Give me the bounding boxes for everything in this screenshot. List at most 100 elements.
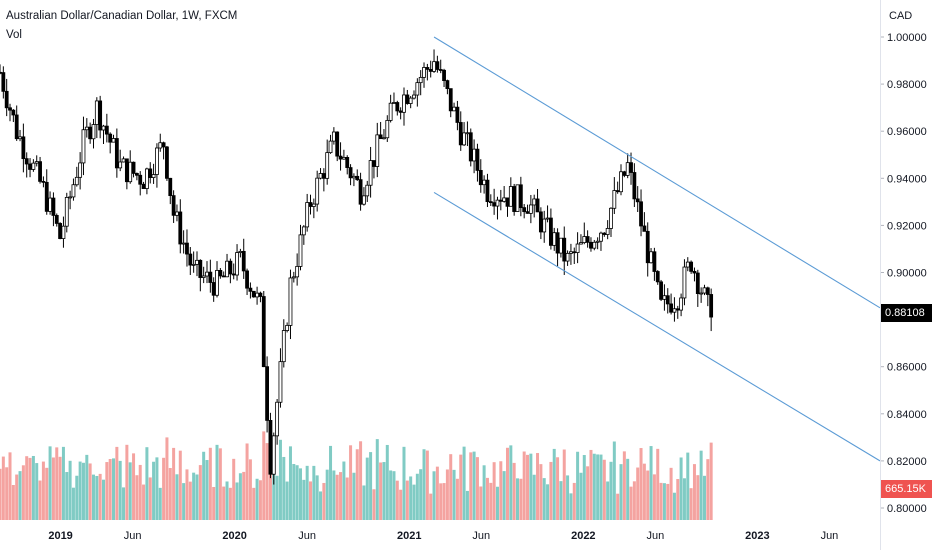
volume-bar (472, 451, 476, 520)
volume-bar (562, 449, 566, 520)
candle (482, 175, 487, 194)
candle (448, 88, 453, 118)
volume-bar (569, 493, 573, 520)
candle (111, 134, 116, 143)
candle (619, 164, 623, 196)
candle (298, 224, 303, 271)
volume-bar (365, 457, 369, 520)
y-tick-label: 0.98000 (887, 79, 927, 91)
volume-bar (522, 451, 526, 520)
volume-bar (38, 480, 42, 520)
y-tick-label: 1.00000 (887, 32, 927, 44)
volume-bar (439, 483, 443, 520)
volume-bar (385, 444, 389, 520)
volume-bar (689, 488, 693, 520)
candle (515, 184, 520, 212)
candle (589, 237, 593, 252)
candle (682, 259, 687, 306)
candle (64, 192, 69, 233)
y-tick-label: 0.86000 (887, 362, 927, 374)
volume-bar (222, 486, 226, 520)
channel-line[interactable] (433, 36, 881, 309)
volume-bar (91, 474, 95, 520)
volume-bar (422, 449, 426, 520)
candle (218, 268, 223, 279)
volume-bar (349, 445, 353, 520)
volume-bar (212, 486, 216, 520)
volume-bar (225, 481, 229, 520)
candle (468, 128, 473, 167)
candle (345, 155, 350, 175)
candle (579, 234, 583, 245)
candle (428, 60, 433, 78)
volume-bar (589, 449, 593, 520)
volume-bars (0, 431, 713, 520)
volume-bar (395, 480, 399, 520)
volume-bar (382, 462, 386, 520)
volume-bar (602, 459, 606, 520)
candle (18, 129, 22, 142)
y-axis-ticks: 1.00000 0.98000 0.96000 0.94000 0.92000 0.900… (880, 32, 927, 515)
candle (145, 167, 149, 195)
volume-bar (205, 460, 209, 520)
candle (21, 123, 26, 173)
volume-bar (536, 453, 540, 520)
volume-bar (622, 451, 626, 520)
x-tick-label: Jun (646, 530, 664, 542)
volume-bar (155, 457, 159, 520)
volume-bar (152, 461, 156, 520)
volume-bar (402, 446, 406, 520)
candle (78, 152, 83, 190)
candle (478, 159, 483, 193)
volume-bar (499, 461, 503, 520)
candle (455, 100, 460, 131)
candle (315, 170, 320, 212)
candle (168, 177, 173, 205)
candle (705, 286, 710, 307)
volume-bar (41, 461, 45, 520)
candle (301, 225, 306, 245)
candle (385, 115, 390, 142)
candle (195, 251, 199, 277)
volume-bar (405, 480, 409, 520)
candle (465, 121, 470, 147)
candle (225, 253, 229, 278)
volume-bar (85, 454, 89, 520)
channel-line[interactable] (433, 191, 881, 462)
candle (98, 95, 103, 139)
volume-bar (352, 472, 356, 520)
candle (228, 258, 233, 284)
x-tick-label: Jun (821, 530, 839, 542)
volume-bar (445, 469, 449, 520)
y-tick-label: 0.80000 (887, 503, 927, 515)
candle (462, 122, 466, 147)
volume-bar (81, 462, 85, 520)
candle (178, 199, 183, 254)
candle (415, 78, 420, 107)
volume-bar (412, 484, 416, 520)
volume-bar (459, 454, 463, 520)
candle (458, 111, 463, 151)
candle (155, 143, 159, 188)
candle (582, 222, 587, 245)
candle (108, 132, 113, 154)
candle (175, 204, 179, 222)
candle (328, 134, 333, 154)
volume-bar (35, 463, 39, 520)
candle (585, 230, 590, 248)
candle (74, 166, 79, 187)
volume-bar (662, 483, 666, 520)
volume-label: Vol (6, 29, 22, 41)
volume-bar (185, 469, 189, 520)
volume-bar (168, 468, 172, 520)
candle (91, 118, 96, 149)
candle (118, 149, 123, 172)
candle (532, 194, 537, 218)
volume-bar (706, 459, 710, 520)
volume-bar (669, 467, 673, 520)
candle (61, 216, 66, 248)
volume-bar (325, 469, 329, 520)
y-tick-label: 0.94000 (887, 173, 927, 185)
